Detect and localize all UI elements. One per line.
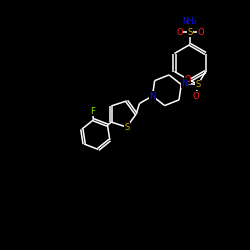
Text: S: S bbox=[188, 28, 192, 37]
Text: S: S bbox=[196, 80, 201, 89]
Text: S: S bbox=[124, 122, 129, 132]
Text: N: N bbox=[149, 92, 156, 100]
Text: NH₂: NH₂ bbox=[183, 18, 197, 26]
Text: F: F bbox=[90, 106, 94, 116]
Text: N: N bbox=[181, 79, 188, 88]
Text: O: O bbox=[197, 28, 204, 37]
Text: O: O bbox=[176, 28, 183, 37]
Text: O: O bbox=[184, 74, 191, 84]
Text: O: O bbox=[192, 92, 199, 100]
